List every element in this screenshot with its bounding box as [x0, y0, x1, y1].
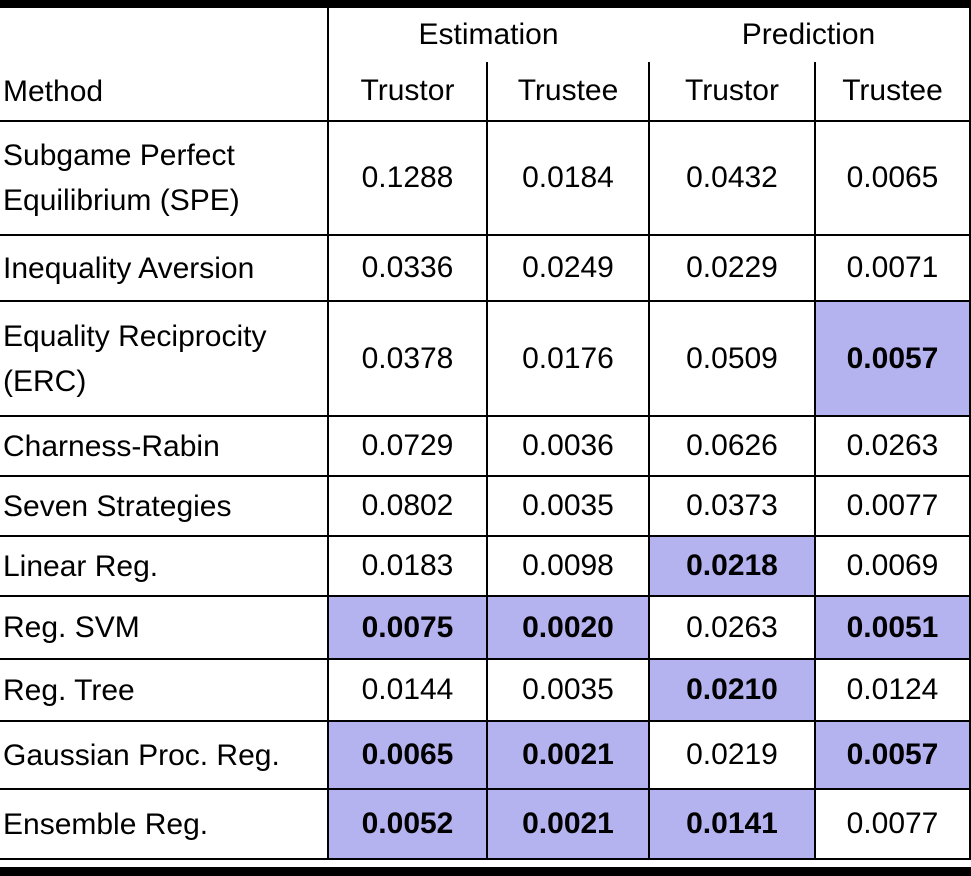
- value-cell: 0.0263: [648, 595, 814, 658]
- value-cell: 0.0069: [814, 535, 969, 595]
- value-cell: 0.0229: [648, 234, 814, 300]
- prediction-trustee-header: Trustee: [814, 62, 969, 120]
- value-cell: 0.1288: [327, 120, 486, 234]
- value-cell: 0.0141: [648, 788, 814, 858]
- method-cell: Seven Strategies: [0, 475, 327, 535]
- value-cell: 0.0176: [486, 300, 648, 415]
- value-cell: 0.0020: [486, 595, 648, 658]
- value-cell: 0.0378: [327, 300, 486, 415]
- value-cell: 0.0057: [814, 300, 969, 415]
- value-cell: 0.0077: [814, 475, 969, 535]
- corner-cell: [0, 8, 327, 62]
- method-cell: Charness-Rabin: [0, 415, 327, 475]
- value-cell: 0.0052: [327, 788, 486, 858]
- value-cell: 0.0509: [648, 300, 814, 415]
- method-cell: Ensemble Reg.: [0, 788, 327, 858]
- value-cell: 0.0057: [814, 720, 969, 788]
- value-cell: 0.0729: [327, 415, 486, 475]
- value-cell: 0.0218: [648, 535, 814, 595]
- results-table: Estimation Prediction Method Trustor Tru…: [0, 8, 971, 860]
- value-cell: 0.0036: [486, 415, 648, 475]
- method-cell: Reg. SVM: [0, 595, 327, 658]
- value-cell: 0.0098: [486, 535, 648, 595]
- value-cell: 0.0124: [814, 658, 969, 720]
- prediction-trustor-header: Trustor: [648, 62, 814, 120]
- estimation-trustee-header: Trustee: [486, 62, 648, 120]
- value-cell: 0.0075: [327, 595, 486, 658]
- bottom-rule-gap: [0, 860, 971, 867]
- column-group-prediction: Prediction: [741, 18, 876, 51]
- value-cell: 0.0210: [648, 658, 814, 720]
- value-cell: 0.0336: [327, 234, 486, 300]
- table-top-rule: [0, 0, 971, 8]
- value-cell: 0.0021: [486, 720, 648, 788]
- value-cell: 0.0249: [486, 234, 648, 300]
- method-cell: Reg. Tree: [0, 658, 327, 720]
- value-cell: 0.0051: [814, 595, 969, 658]
- value-cell: 0.0184: [486, 120, 648, 234]
- method-column-header: Method: [3, 74, 104, 108]
- value-cell: 0.0432: [648, 120, 814, 234]
- value-cell: 0.0071: [814, 234, 969, 300]
- method-cell: Subgame Perfect Equilibrium (SPE): [0, 120, 327, 234]
- value-cell: 0.0219: [648, 720, 814, 788]
- table-bottom-rule: [0, 867, 971, 876]
- value-cell: 0.0065: [327, 720, 486, 788]
- value-cell: 0.0263: [814, 415, 969, 475]
- method-cell: Equality Reciprocity (ERC): [0, 300, 327, 415]
- estimation-trustor-header: Trustor: [327, 62, 486, 120]
- value-cell: 0.0183: [327, 535, 486, 595]
- method-cell: Gaussian Proc. Reg.: [0, 720, 327, 788]
- value-cell: 0.0077: [814, 788, 969, 858]
- column-group-estimation: Estimation: [327, 8, 648, 62]
- value-cell: 0.0373: [648, 475, 814, 535]
- value-cell: 0.0144: [327, 658, 486, 720]
- value-cell: 0.0035: [486, 658, 648, 720]
- method-cell: Linear Reg.: [0, 535, 327, 595]
- value-cell: 0.0021: [486, 788, 648, 858]
- value-cell: 0.0035: [486, 475, 648, 535]
- method-cell: Inequality Aversion: [0, 234, 327, 300]
- value-cell: 0.0065: [814, 120, 969, 234]
- value-cell: 0.0802: [327, 475, 486, 535]
- value-cell: 0.0626: [648, 415, 814, 475]
